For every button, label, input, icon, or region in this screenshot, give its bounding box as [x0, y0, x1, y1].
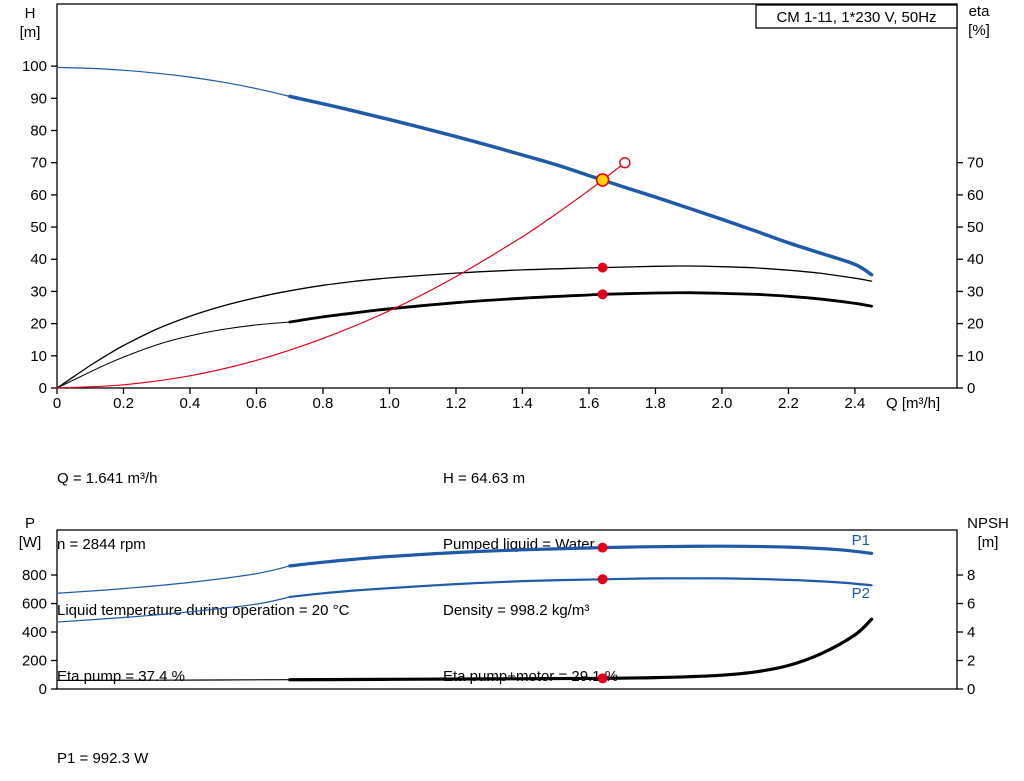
x-tick-label: 2.0 — [712, 395, 733, 412]
info-head: H = 64.63 m — [443, 470, 526, 487]
y-right-tick-label: 10 — [967, 348, 984, 365]
pump-title-box — [755, 4, 958, 29]
x-tick-label: 2.2 — [778, 395, 799, 412]
eta-pump-motor-thin — [56, 321, 291, 389]
y-left-tick-label: 800 — [22, 567, 47, 584]
y-right-tick-label: 30 — [967, 283, 984, 300]
power-npsh-chart: 0 200 400 600 800 0 2 4 6 8 P [W] NPSH [m] P1 P2 — [19, 515, 1009, 698]
y-right-tick-label: 20 — [967, 316, 984, 333]
y-right-tick-label: 40 — [967, 251, 984, 268]
y-right-axis-unit: [%] — [968, 22, 990, 39]
info-p1: P1 = 992.3 W — [57, 750, 149, 767]
eta-pump-point — [597, 262, 608, 273]
y-right-tick-label: 2 — [967, 653, 975, 670]
x-tick-label: 1.6 — [579, 395, 600, 412]
series-label-p2: P2 — [852, 585, 870, 602]
y-left-axis-title: P — [25, 515, 35, 532]
eta-pump-curve — [56, 265, 873, 389]
pump-title: CM 1-11, 1*230 V, 50Hz — [776, 9, 936, 26]
y-left-tick-label: 200 — [22, 653, 47, 670]
target-point — [619, 156, 631, 169]
y-left-tick-label: 60 — [30, 187, 47, 204]
npsh-curve — [288, 617, 874, 682]
npsh-point — [597, 673, 608, 684]
x-tick-label: 0.2 — [113, 395, 134, 412]
y-right-tick-label: 60 — [967, 187, 984, 204]
y-left-tick-label: 70 — [30, 155, 47, 172]
x-tick-label: 0.8 — [313, 395, 334, 412]
y-right-tick-label: 4 — [967, 624, 975, 641]
y-left-tick-label: 90 — [30, 90, 47, 107]
qh-eta-chart: 0 10 20 30 40 50 60 70 80 90 100 0 10 20 30 40 50 60 70 0 0.… — [20, 3, 991, 412]
p2-point — [597, 574, 608, 585]
info-flow: Q = 1.641 m³/h — [57, 470, 158, 487]
y-left-tick-label: 600 — [22, 596, 47, 613]
y-left-tick-label: 20 — [30, 316, 47, 333]
y-left-tick-label: 0 — [39, 681, 47, 698]
y-left-tick-label: 0 — [39, 380, 47, 397]
y-left-tick-label: 50 — [30, 219, 47, 236]
p1-curve — [288, 544, 874, 568]
y-left-axis-unit: [m] — [20, 24, 41, 41]
info-speed: n = 2844 rpm — [57, 536, 146, 553]
eta-pump-motor-point — [597, 289, 608, 300]
info-eta-pump-motor: Eta pump+motor = 29.1 % — [443, 668, 619, 685]
x-tick-label: 1.4 — [512, 395, 533, 412]
plot-frame — [56, 3, 958, 389]
y-left-tick-label: 10 — [30, 348, 47, 365]
y-left-axis-title: H — [25, 5, 36, 22]
x-tick-label: 2.4 — [845, 395, 866, 412]
y-left-tick-label: 40 — [30, 251, 47, 268]
x-tick-label: 1.0 — [379, 395, 400, 412]
x-tick-label: 0 — [53, 395, 61, 412]
p1-curve-thin — [56, 565, 291, 594]
y-left-axis-unit: [W] — [19, 534, 42, 551]
pump-curve-thin — [56, 66, 291, 97]
x-tick-label: 1.2 — [446, 395, 467, 412]
y-right-tick-label: 0 — [967, 380, 975, 397]
p1-point — [597, 542, 608, 553]
pump-curve — [287, 94, 874, 277]
series-label-p1: P1 — [852, 532, 870, 549]
duty-point-info: Q = 1.641 m³/h n = 2844 rpm Liquid tempe… — [0, 424, 1024, 685]
y-left-tick-label: 80 — [30, 122, 47, 139]
eta-pump-motor-curve — [288, 291, 873, 324]
y-right-tick-label: 50 — [967, 219, 984, 236]
y-right-axis-title: NPSH — [967, 515, 1009, 532]
duty-info-left-column: Q = 1.641 m³/h n = 2844 rpm Liquid tempe… — [57, 424, 349, 732]
x-tick-label: 1.8 — [645, 395, 666, 412]
p2-curve — [288, 577, 873, 599]
info-density: Density = 998.2 kg/m³ — [443, 602, 590, 619]
y-right-axis-title: eta — [969, 3, 991, 20]
y-left-tick-label: 30 — [30, 283, 47, 300]
npsh-curve-thin — [56, 679, 291, 682]
x-tick-label: 0.6 — [246, 395, 267, 412]
plot-frame — [56, 529, 958, 690]
power-npsh-info: P1 = 992.3 W P2 = 770.3 W NPSH = 0.75 m — [57, 704, 162, 781]
x-axis-title: Q [m³/h] — [886, 395, 940, 412]
y-right-tick-label: 0 — [967, 681, 975, 698]
x-tick-label: 0.4 — [180, 395, 201, 412]
y-right-axis-unit: [m] — [978, 534, 999, 551]
p2-curve-thin — [56, 596, 291, 623]
y-left-tick-label: 400 — [22, 624, 47, 641]
y-left-tick-label: 100 — [22, 58, 47, 75]
y-right-tick-label: 70 — [967, 155, 984, 172]
duty-point — [595, 173, 610, 187]
y-right-tick-label: 8 — [967, 567, 975, 584]
system-curve — [56, 162, 626, 389]
y-right-tick-label: 6 — [967, 596, 975, 613]
